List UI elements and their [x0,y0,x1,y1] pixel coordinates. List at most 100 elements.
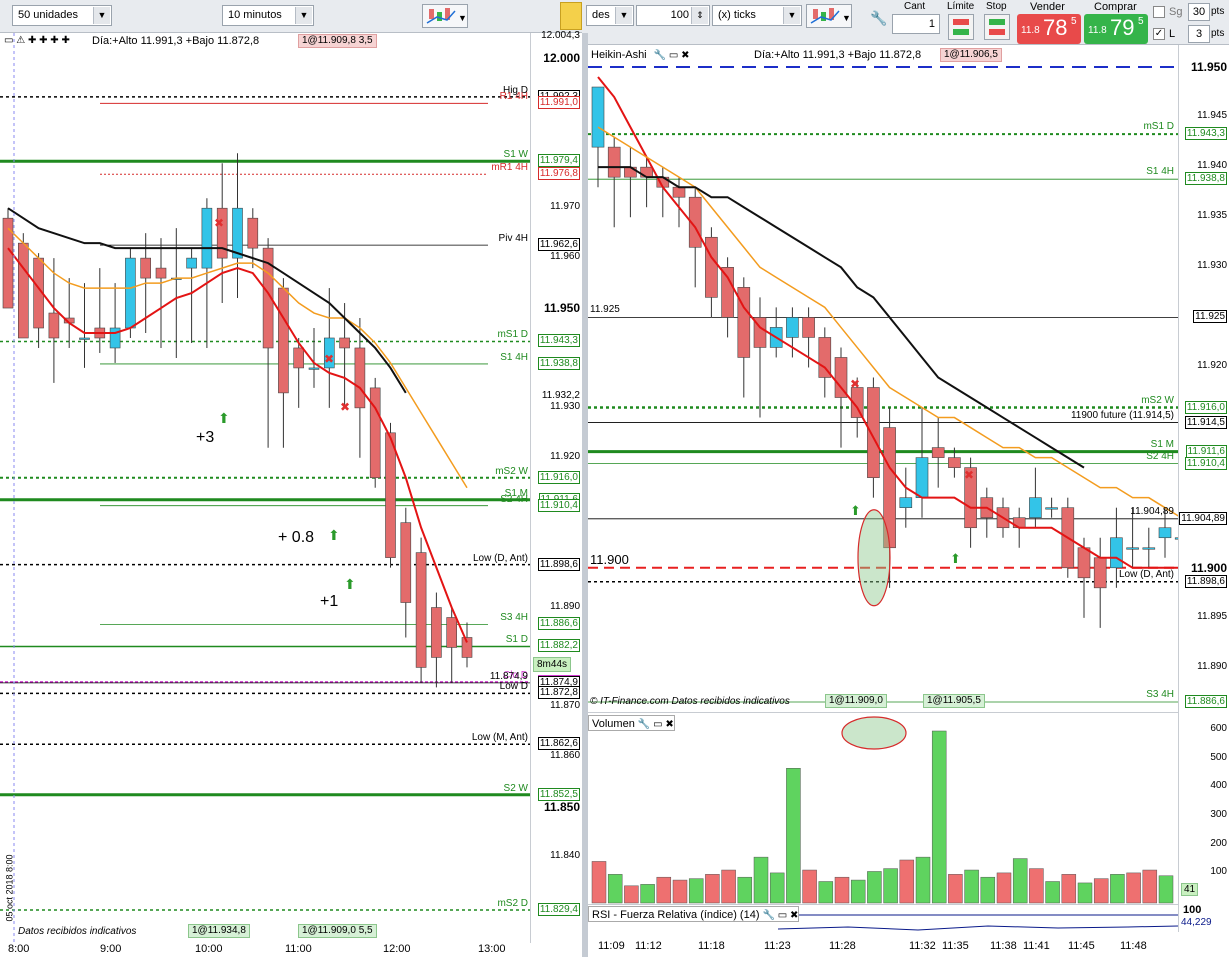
volume-bar [931,730,947,904]
chart-type-button[interactable]: ▼ [422,4,468,28]
left-level-label: mS1 D [497,329,528,341]
left-axis-price: 11.938,8 [537,356,580,370]
partial-combo[interactable]: des ▼ [586,5,634,26]
left-axis-price: 11.932,2 [541,389,580,401]
cant-input[interactable]: 1 [892,14,940,34]
l-checkbox[interactable]: ✓ [1153,28,1165,40]
right-candle-body [834,357,848,398]
scroll-arrow-icon[interactable] [560,2,582,30]
left-axis-price: 11.840 [550,850,580,862]
right-candle-body [1174,537,1178,540]
volume-axis-tick: 400 [1210,780,1227,792]
volume-bar [624,885,639,904]
left-level-label: 11.874,9 [489,670,528,682]
right-candle-body [737,287,751,358]
left-footer-source: Datos recibidos indicativos [18,926,137,937]
right-candle-body [802,317,815,338]
buy-button[interactable]: 11.8 79 5 [1084,14,1148,44]
volume-header-icons[interactable]: 🔧 ▭ ✖ [637,719,674,730]
timeframe-combo[interactable]: 10 minutos ▼ [222,5,314,26]
right-candle-body [1158,527,1172,539]
left-time-label: 8:00 [8,943,30,955]
right-time-label: 11:12 [635,940,662,952]
buy-arrow-icon: ⬆ [328,527,340,543]
l-value[interactable]: 3 [1188,25,1210,43]
limite-button[interactable] [948,14,974,40]
left-candle-body [415,552,427,668]
left-level-label: mS2 W [495,465,528,477]
right-level-label: mS1 D [1143,121,1174,133]
left-level-label: S1 D [505,634,528,646]
sg-value[interactable]: 30 [1188,3,1210,21]
left-ema-red-line [7,247,468,643]
volume-bar [1110,874,1125,904]
volume-panel[interactable]: Volumen 🔧 ▭ ✖ [588,712,1178,904]
panel-splitter[interactable] [582,33,588,957]
left-ema-black-line [7,207,407,394]
left-candle-body [125,257,136,329]
left-header-icons[interactable]: ▭ ⚠ ✚ ✚ ✚ ✚ [4,35,70,46]
left-trade-annotation: +3 [196,429,215,446]
left-level-label: S1 4H [500,351,528,363]
buy-arrow-icon: ⬆ [950,551,961,566]
right-time-axis: 11:09 11:12 11:18 11:23 11:28 11:32 11:35 11:38… [588,932,1229,957]
wrench-icon[interactable]: 🔧 [870,10,888,26]
left-candle-body [186,257,197,269]
left-axis-price: 11.829,4 [537,903,580,916]
right-candle-body [818,337,832,378]
left-ema-orange-line [7,227,468,489]
left-axis-price: 11.872,8 [537,686,580,700]
left-price-chart[interactable]: ⬆ ⬆ ⬆ ✖ ✖ ✖ ▭ ⚠ ✚ ✚ ✚ ✚ Día:+Alto 11.991,3 +B… [0,33,530,943]
left-candle-body [17,242,29,339]
rsi-panel[interactable]: RSI - Fuerza Relativa (índice) (14) 🔧 ▭ … [588,904,1178,932]
right-price-axis[interactable]: 11.950 11.945 11.943,3 11.940 11.938,8 11.935… [1178,45,1229,712]
sg-pts: pts [1211,6,1225,17]
quantity-combo[interactable]: 50 unidades ▼ [12,5,112,26]
stop-label: Stop [986,1,1007,12]
right-time-label: 11:28 [829,940,856,952]
volume-bar [1142,869,1158,904]
right-ema-black-line [598,166,1085,469]
right-level-label: 11.900 [590,551,629,567]
volume-last-value: 41 [1181,883,1199,896]
volume-title: Volumen [592,718,635,730]
volume-bar [705,874,720,904]
sg-label: Sg [1169,6,1183,18]
sg-checkbox[interactable] [1153,6,1165,18]
right-chart-type-button[interactable]: ▼ [806,4,852,28]
rsi-header-icons[interactable]: 🔧 ▭ ✖ [762,910,799,921]
left-axis-price: 11.890 [550,600,580,612]
exit-mark-icon: ✖ [964,468,974,482]
left-candle-body [369,387,381,479]
ticks-value-input[interactable]: 100 ⇕ [636,5,710,26]
volume-bar [1077,882,1093,904]
vender-label: Vender [1030,1,1065,13]
right-axis-price: 11.950 [1190,60,1227,74]
right-time-label: 11:48 [1120,940,1147,952]
volume-bar [883,868,898,904]
ticks-unit-combo[interactable]: (x) ticks ▼ [712,5,802,26]
right-axis-price: 11.938,8 [1184,172,1227,186]
volume-bar [1093,878,1109,904]
sell-button[interactable]: 11.8 78 5 [1017,14,1081,44]
left-time-label: 11:00 [285,943,312,955]
left-date-label: 05 oct 2018 8:00 [4,854,15,922]
chevron-down-icon: ▼ [93,7,110,24]
left-time-axis: 8:00 9:00 10:00 11:00 12:00 13:00 [0,943,582,957]
volume-canvas [591,716,1174,904]
left-level-label: R1 4H [499,91,528,103]
left-candle-body [247,217,259,249]
left-price-axis[interactable]: 12.004,312.00011.992,311.991,011.979,411… [530,30,582,943]
stop-button[interactable] [984,14,1010,40]
right-header-icons[interactable]: 🔧 ▭ ✖ [653,50,690,61]
right-time-label: 11:41 [1023,940,1050,952]
left-candle-body [339,337,350,349]
left-candle-body [400,522,412,603]
left-footer-box1: 1@11.934,8 [188,924,250,938]
volume-bar [834,876,850,904]
volume-bar [737,876,753,904]
volume-bar [607,874,623,904]
limit-order-icon [953,19,969,35]
right-price-chart[interactable]: ⬆ ⬆ ✖ ✖ Heikin-Ashi 🔧 ▭ ✖ Día:+Alto 11.991,… [588,45,1178,712]
right-candle-body [931,447,945,458]
